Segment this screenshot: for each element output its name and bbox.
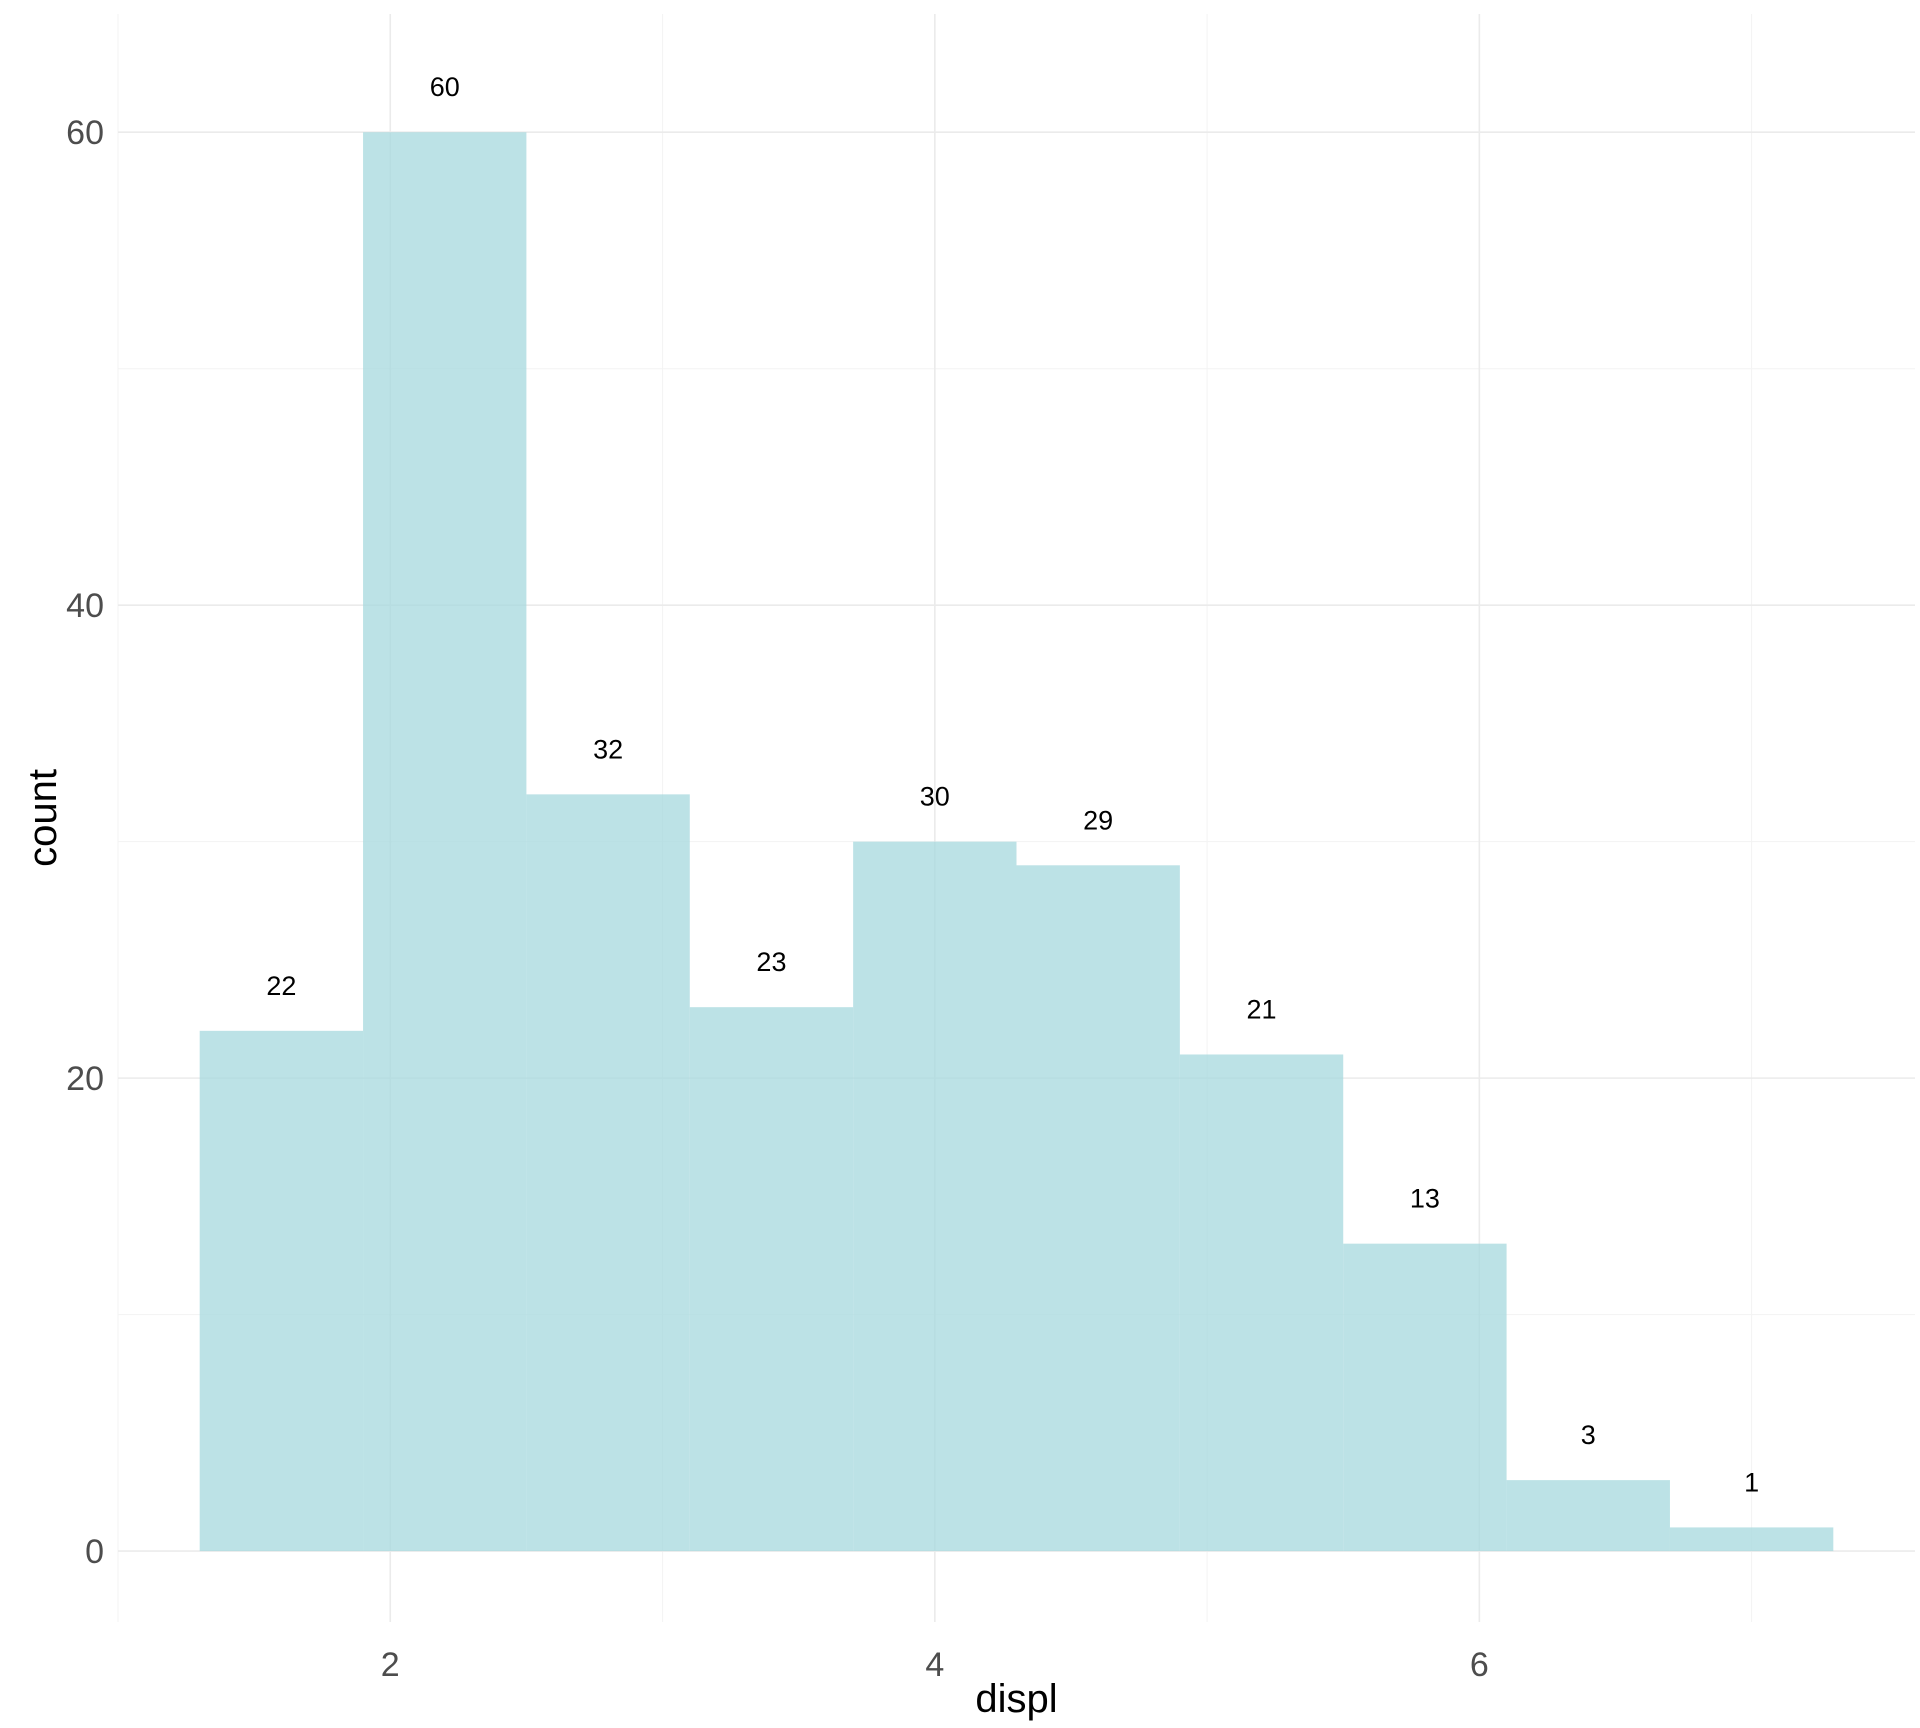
bar-count-label: 22 [266,971,296,1001]
bar-count-label: 21 [1247,994,1277,1024]
x-tick-label: 6 [1470,1646,1489,1684]
y-axis-title: count [21,769,65,867]
bars [199,132,1834,1552]
bar-count-label: 23 [756,947,786,977]
histogram-bar [1506,1480,1670,1552]
y-axis-ticks: 0 20 40 60 [66,114,104,1571]
x-tick-label: 4 [925,1646,944,1684]
y-tick-label: 0 [85,1533,104,1571]
data-labels: 22 60 32 23 30 29 21 13 3 1 [266,72,1759,1497]
y-tick-label: 40 [66,587,104,625]
x-axis-title: displ [975,1677,1057,1721]
histogram-bar [1343,1243,1507,1552]
y-tick-label: 20 [66,1060,104,1098]
histogram-bar [689,1007,854,1552]
bar-count-label: 32 [593,734,623,764]
bar-count-label: 3 [1581,1420,1596,1450]
histogram-bar [853,841,1017,1552]
bar-count-label: 13 [1410,1184,1440,1214]
histogram-bar [1179,1054,1344,1552]
histogram-bar [199,1030,364,1552]
bar-count-label: 60 [430,72,460,102]
bar-count-label: 30 [920,782,950,812]
histogram-bar [1669,1527,1834,1552]
y-tick-label: 60 [66,114,104,152]
x-tick-label: 2 [381,1646,400,1684]
histogram-bar [363,132,527,1552]
bar-count-label: 29 [1083,805,1113,835]
histogram-bar [1016,865,1180,1552]
bar-count-label: 1 [1744,1467,1759,1497]
histogram-bar [526,794,690,1552]
x-axis-ticks: 2 4 6 [381,1646,1489,1684]
